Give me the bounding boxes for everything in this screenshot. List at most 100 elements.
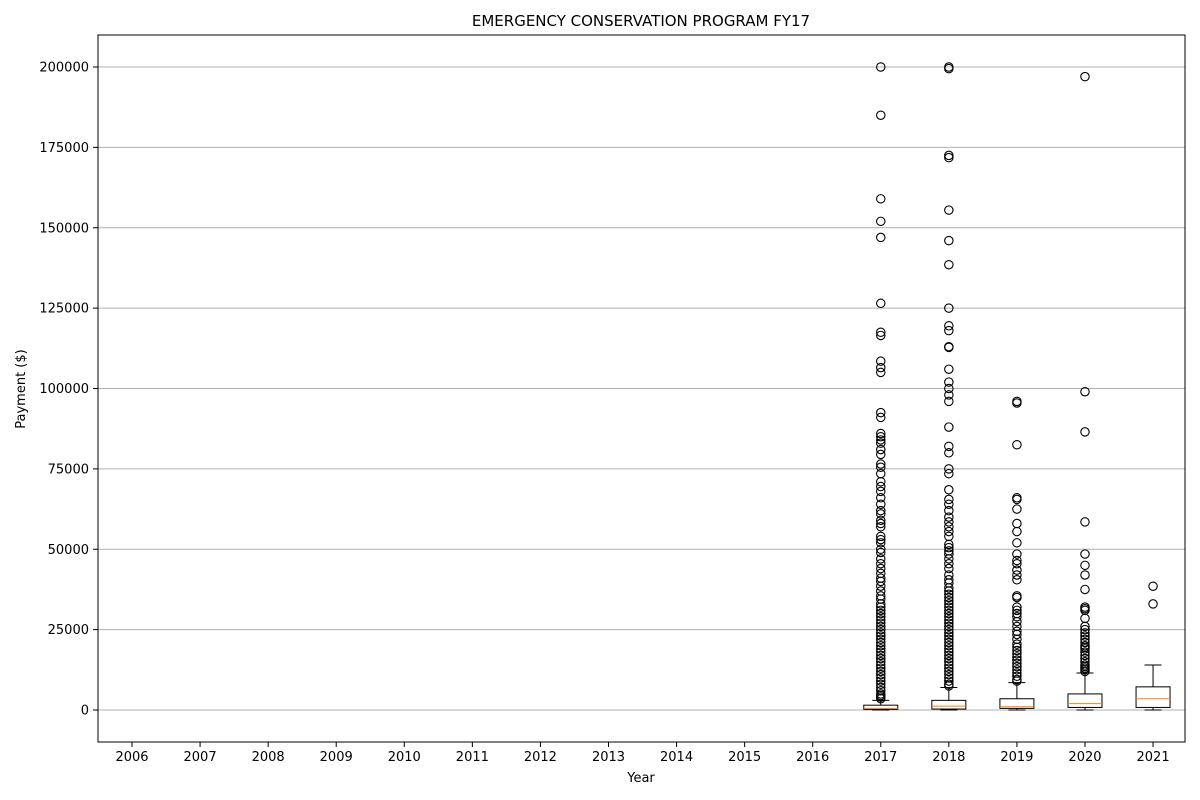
outlier-point <box>876 356 886 366</box>
outlier-point <box>1148 581 1158 591</box>
outlier-point <box>1012 605 1022 616</box>
outlier-point <box>876 628 886 638</box>
outlier-point <box>876 499 886 509</box>
outlier-point <box>1012 398 1022 408</box>
outlier-point <box>876 669 886 680</box>
outlier-point <box>876 547 886 558</box>
y-tick-label: 175000 <box>39 141 89 156</box>
outlier-point <box>944 422 954 432</box>
outlier-point <box>876 576 886 587</box>
outlier-point <box>944 205 954 215</box>
outlier-point <box>876 362 886 373</box>
x-tick-label: 2016 <box>796 750 829 765</box>
outlier-point <box>1012 671 1022 681</box>
outlier-point <box>944 63 954 74</box>
outlier-point <box>1012 665 1022 675</box>
box-plot-2021 <box>1135 581 1171 711</box>
box-plot-2020 <box>1067 71 1103 711</box>
outlier-point <box>876 657 886 667</box>
outlier-point <box>876 431 886 442</box>
outlier-point <box>1012 504 1022 514</box>
outlier-point <box>876 608 886 619</box>
outlier-point <box>1080 637 1090 648</box>
outlier-point <box>876 650 886 661</box>
outlier-point <box>944 681 954 691</box>
outlier-point <box>944 494 954 505</box>
outlier-point <box>944 485 954 495</box>
box <box>999 698 1035 709</box>
outlier-point <box>944 650 954 661</box>
outlier-point <box>944 589 954 600</box>
outlier-point <box>944 634 954 645</box>
outlier-point <box>944 377 954 387</box>
outlier-point <box>1012 592 1022 603</box>
box-plots <box>863 62 1171 711</box>
y-tick-label: 25000 <box>48 623 89 638</box>
grid-lines <box>98 66 1185 711</box>
outlier-point <box>876 615 886 625</box>
outlier-point <box>944 640 954 651</box>
outlier-point <box>1012 661 1022 672</box>
outlier-point <box>1148 599 1158 609</box>
outlier-point <box>876 640 886 651</box>
outlier-point <box>876 660 886 670</box>
outlier-point <box>876 232 886 243</box>
outlier-point <box>876 330 886 341</box>
x-tick-label: 2014 <box>660 750 693 765</box>
outlier-point <box>944 364 954 374</box>
outlier-point <box>1080 71 1090 82</box>
x-tick-label: 2010 <box>388 750 421 765</box>
outlier-point <box>876 676 886 686</box>
outlier-point <box>876 618 886 628</box>
outlier-point <box>944 539 954 550</box>
outlier-point <box>876 531 886 542</box>
outlier-point <box>944 526 954 537</box>
outlier-point <box>944 653 954 664</box>
outlier-point <box>1080 631 1090 641</box>
outlier-point <box>876 599 886 609</box>
y-tick-label: 150000 <box>39 221 89 236</box>
outlier-point <box>1080 647 1090 657</box>
outlier-point <box>944 517 954 527</box>
y-axis: 0 25000 50000 75000 100000 125000 150000 175000… <box>39 61 98 719</box>
outlier-point <box>944 660 954 670</box>
outlier-point <box>944 512 954 522</box>
x-tick-label: 2015 <box>728 750 761 765</box>
outlier-point <box>876 407 886 418</box>
outlier-point <box>1012 555 1022 566</box>
outlier-point <box>876 653 886 664</box>
outlier-point <box>876 462 886 473</box>
x-tick-label: 2019 <box>1000 750 1033 765</box>
outlier-point <box>876 216 886 227</box>
outlier-point <box>1012 558 1022 569</box>
outlier-point <box>944 605 954 616</box>
outlier-point <box>944 612 954 622</box>
x-tick-label: 2008 <box>252 750 285 765</box>
outlier-point <box>944 608 954 619</box>
outlier-point <box>944 441 954 452</box>
outlier-point <box>876 298 886 309</box>
y-tick-label: 0 <box>81 704 89 719</box>
outlier-point <box>876 563 886 574</box>
outlier-point <box>876 544 886 554</box>
outlier-point <box>1012 658 1022 669</box>
outlier-point <box>944 669 954 680</box>
outlier-point <box>944 644 954 654</box>
outlier-point <box>1012 645 1022 656</box>
outlier-point <box>876 534 886 545</box>
outlier-point <box>876 644 886 654</box>
y-tick-label: 50000 <box>48 543 89 558</box>
outlier-point <box>944 602 954 612</box>
outlier-point <box>876 634 886 645</box>
outlier-point <box>1012 565 1022 575</box>
outlier-point <box>876 663 886 673</box>
outlier-point <box>944 628 954 638</box>
outlier-point <box>944 150 954 161</box>
outlier-point <box>876 493 886 503</box>
x-axis-title: Year <box>626 771 655 786</box>
box-plot-2017 <box>863 62 899 711</box>
outlier-point <box>876 476 886 487</box>
box <box>1067 693 1103 708</box>
outlier-point <box>944 499 954 509</box>
